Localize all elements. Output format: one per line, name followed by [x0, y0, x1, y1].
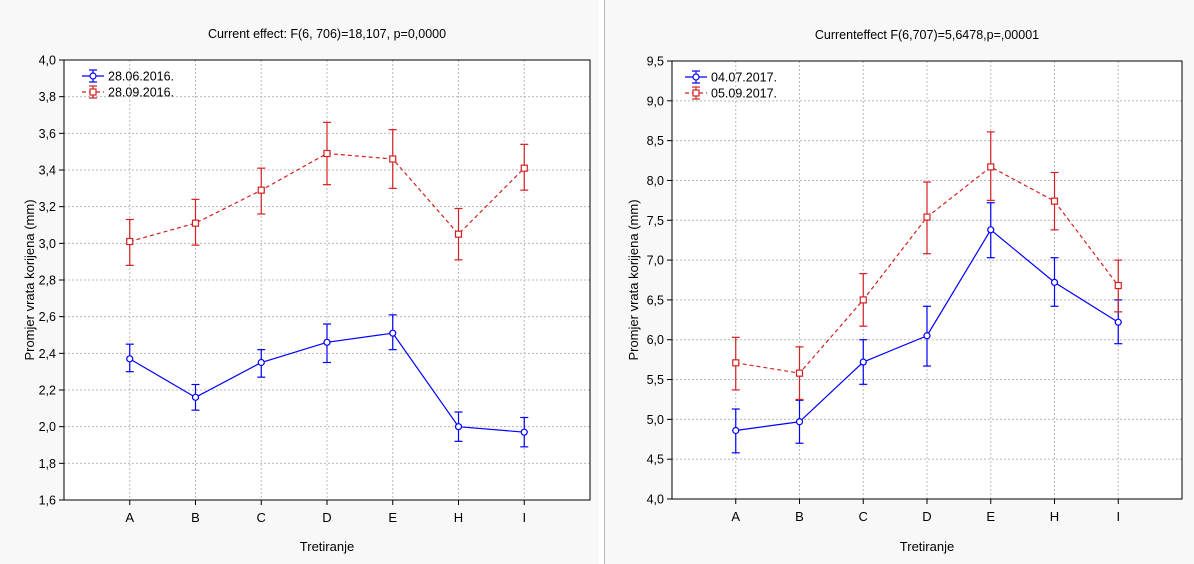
data-point — [191, 393, 200, 401]
data-point — [520, 164, 528, 172]
data-point — [126, 355, 134, 363]
data-point — [1114, 318, 1122, 326]
y-tick-label: 6,5 — [647, 293, 664, 307]
y-tick-label: 3,6 — [39, 127, 56, 141]
x-axis-label: Tretiranje — [900, 539, 954, 554]
data-point — [795, 418, 804, 426]
data-point — [257, 358, 265, 367]
legend-label: 28.09.2016. — [108, 86, 174, 100]
legend-marker — [89, 88, 97, 96]
y-axis-label: Promjer vrata korijena (mm) — [22, 199, 37, 360]
data-point — [1114, 281, 1122, 290]
data-point — [520, 428, 528, 436]
legend: 04.07.2017. 05.09.2017. — [685, 70, 777, 101]
y-tick-label: 9,0 — [647, 94, 664, 108]
series-first — [731, 202, 1123, 454]
chart-right: 4,0 4,5 5,0 5,5 6,0 6,5 7,0 7,5 8,0 8,5 9,0 9,5 A B C D… — [626, 28, 1183, 554]
x-tick-label: C — [257, 510, 266, 525]
y-axis-label: Promjer vrata korijena (mm) — [626, 199, 641, 360]
x-tick-label: B — [795, 509, 804, 524]
data-point — [323, 338, 331, 346]
data-point — [454, 230, 463, 238]
panel-divider — [599, 0, 604, 564]
y-tick-label: 2,8 — [39, 274, 56, 288]
legend-label: 28.06.2016. — [108, 70, 174, 84]
y-tick-label: 3,2 — [39, 200, 56, 214]
legend-marker — [692, 89, 700, 97]
data-point — [923, 213, 931, 221]
data-point — [987, 163, 995, 171]
legend: 28.06.2016. 28.09.2016. — [82, 69, 174, 100]
data-point — [126, 237, 134, 246]
y-tick-label: 2,2 — [39, 384, 56, 398]
x-tick-label: A — [125, 510, 134, 525]
series-second — [125, 121, 529, 266]
data-point — [257, 186, 265, 194]
x-tick-label: E — [986, 509, 995, 524]
series-second — [731, 131, 1123, 401]
data-point — [323, 149, 331, 158]
y-tick-label: 8,0 — [647, 174, 664, 188]
y-tick-label: 7,5 — [647, 214, 664, 228]
chart-left: 1,6 1,8 2,0 2,2 2,4 2,6 2,8 3,0 3,2 3,4 3,6 3,8 4,0 A… — [22, 27, 591, 554]
y-tick-label: 2,6 — [39, 310, 56, 324]
y-tick-label: 3,4 — [39, 164, 56, 178]
y-tick-label: 1,8 — [39, 457, 56, 471]
y-tick-label: 3,0 — [39, 237, 56, 251]
legend-label: 04.07.2017. — [711, 71, 777, 85]
y-tick-label: 2,0 — [39, 420, 56, 434]
data-point — [859, 358, 867, 366]
series-first — [125, 314, 529, 448]
x-tick-label: I — [522, 510, 526, 525]
data-point — [389, 329, 397, 337]
y-tick-label: 4,5 — [647, 453, 664, 467]
y-tick-label: 6,0 — [647, 333, 664, 347]
data-point — [732, 426, 740, 435]
legend-label: 05.09.2017. — [711, 87, 777, 101]
x-tick-label: A — [731, 509, 740, 524]
chart-title: Currenteffect F(6,707)=5,6478,p=,00001 — [815, 28, 1039, 42]
y-tick-label: 4,0 — [39, 54, 56, 68]
y-tick-label: 3,8 — [39, 90, 56, 104]
data-point — [454, 423, 463, 431]
x-tick-label: E — [388, 510, 397, 525]
y-tick-label: 8,5 — [647, 134, 664, 148]
x-tick-label: B — [191, 510, 200, 525]
data-point — [859, 296, 867, 304]
y-tick-label: 2,4 — [39, 347, 56, 361]
chart-panel-left: 1,6 1,8 2,0 2,2 2,4 2,6 2,8 3,0 3,2 3,4 3,6 3,8 4,0 A… — [22, 0, 600, 564]
data-point — [1050, 278, 1059, 286]
x-tick-label: H — [1050, 509, 1059, 524]
data-point — [1050, 197, 1059, 205]
y-tick-label: 4,0 — [647, 493, 664, 507]
y-tick-label: 5,0 — [647, 413, 664, 427]
x-tick-label: H — [454, 510, 463, 525]
data-point — [923, 332, 931, 340]
chart-title: Current effect: F(6, 706)=18,107, p=0,00… — [208, 27, 446, 41]
x-tick-label: C — [859, 509, 868, 524]
data-point — [389, 155, 397, 163]
legend-marker — [89, 72, 97, 80]
grid-lines — [672, 61, 1182, 499]
data-point — [732, 359, 740, 367]
x-tick-label: D — [322, 510, 331, 525]
y-tick-label: 5,5 — [647, 373, 664, 387]
x-tick-label: I — [1116, 509, 1120, 524]
legend-marker — [692, 73, 700, 81]
chart-panel-right: 4,0 4,5 5,0 5,5 6,0 6,5 7,0 7,5 8,0 8,5 9,0 9,5 A B C D… — [604, 0, 1194, 564]
data-point — [987, 226, 995, 234]
data-point — [795, 369, 804, 377]
x-tick-label: D — [922, 509, 931, 524]
y-tick-label: 9,5 — [647, 55, 664, 69]
data-point — [191, 219, 200, 227]
y-tick-label: 1,6 — [39, 494, 56, 508]
x-axis-label: Tretiranje — [300, 539, 354, 554]
y-tick-label: 7,0 — [647, 254, 664, 268]
